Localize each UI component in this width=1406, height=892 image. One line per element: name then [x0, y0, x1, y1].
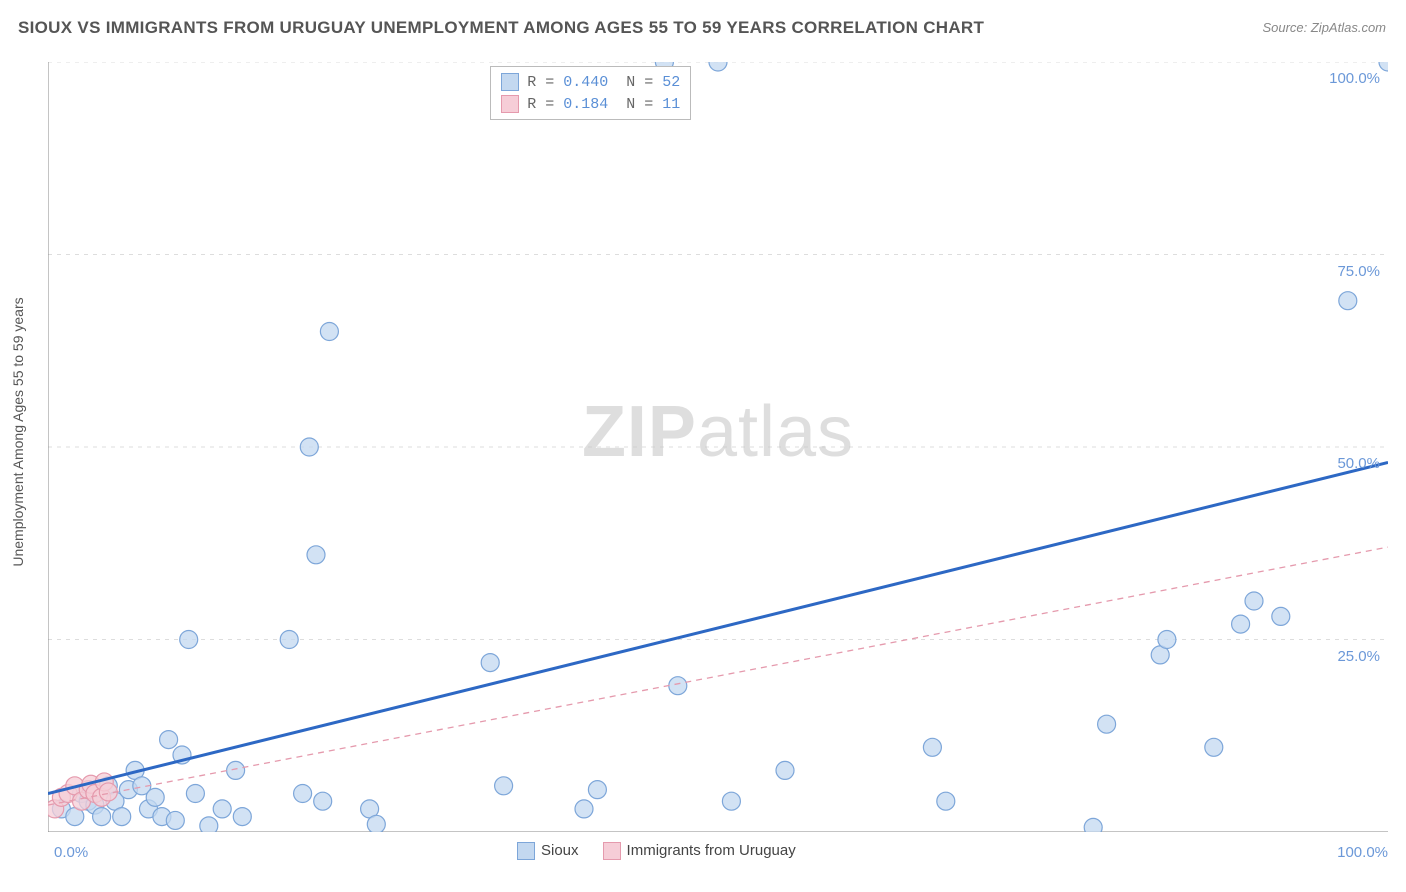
plot-area: ZIPatlas 25.0%50.0%75.0%100.0%: [48, 62, 1388, 832]
legend-swatch: [603, 842, 621, 860]
legend-corr-text: R = 0.440 N = 52: [527, 74, 680, 91]
legend-corr-row: R = 0.184 N = 11: [501, 93, 680, 115]
trend-line: [48, 547, 1388, 805]
data-point: [1158, 631, 1176, 649]
data-point: [186, 785, 204, 803]
data-point: [213, 800, 231, 818]
x-min-label: 0.0%: [54, 844, 88, 861]
data-point: [776, 761, 794, 779]
data-point: [93, 808, 111, 826]
scatter-plot-svg: [48, 62, 1388, 832]
data-point: [200, 817, 218, 832]
data-point: [722, 792, 740, 810]
legend-series-label: Sioux: [541, 842, 579, 859]
data-point: [1205, 738, 1223, 756]
data-point: [307, 546, 325, 564]
x-max-label: 100.0%: [1337, 844, 1388, 861]
y-tick-label: 50.0%: [1300, 455, 1380, 472]
data-point: [709, 62, 727, 71]
data-point: [923, 738, 941, 756]
data-point: [233, 808, 251, 826]
data-point: [180, 631, 198, 649]
data-point: [588, 781, 606, 799]
y-tick-label: 75.0%: [1300, 263, 1380, 280]
legend-corr-text: R = 0.184 N = 11: [527, 96, 680, 113]
data-point: [113, 808, 131, 826]
data-point: [227, 761, 245, 779]
legend-series-item: Immigrants from Uruguay: [603, 842, 796, 860]
data-point: [314, 792, 332, 810]
data-point: [1098, 715, 1116, 733]
data-point: [146, 788, 164, 806]
data-point: [669, 677, 687, 695]
data-point: [1339, 292, 1357, 310]
data-point: [495, 777, 513, 795]
legend-swatch: [517, 842, 535, 860]
legend-correlation: R = 0.440 N = 52 R = 0.184 N = 11: [490, 66, 691, 120]
data-point: [937, 792, 955, 810]
data-point: [280, 631, 298, 649]
y-tick-label: 25.0%: [1300, 648, 1380, 665]
data-point: [320, 323, 338, 341]
trend-line: [48, 462, 1388, 793]
data-point: [166, 811, 184, 829]
legend-series: Sioux Immigrants from Uruguay: [517, 842, 796, 860]
legend-series-label: Immigrants from Uruguay: [627, 842, 796, 859]
data-point: [481, 654, 499, 672]
data-point: [367, 815, 385, 832]
legend-corr-row: R = 0.440 N = 52: [501, 71, 680, 93]
data-point: [1272, 607, 1290, 625]
data-point: [575, 800, 593, 818]
data-point: [294, 785, 312, 803]
source-attribution: Source: ZipAtlas.com: [1262, 20, 1386, 35]
legend-swatch: [501, 73, 519, 91]
chart-title: SIOUX VS IMMIGRANTS FROM URUGUAY UNEMPLO…: [18, 18, 984, 38]
data-point: [1245, 592, 1263, 610]
data-point: [300, 438, 318, 456]
data-point: [1084, 818, 1102, 832]
data-point: [160, 731, 178, 749]
data-point: [1379, 62, 1388, 71]
y-axis-label: Unemployment Among Ages 55 to 59 years: [10, 297, 26, 566]
legend-series-item: Sioux: [517, 842, 579, 860]
y-tick-label: 100.0%: [1300, 70, 1380, 87]
data-point: [1232, 615, 1250, 633]
legend-swatch: [501, 95, 519, 113]
chart-container: SIOUX VS IMMIGRANTS FROM URUGUAY UNEMPLO…: [0, 0, 1406, 892]
